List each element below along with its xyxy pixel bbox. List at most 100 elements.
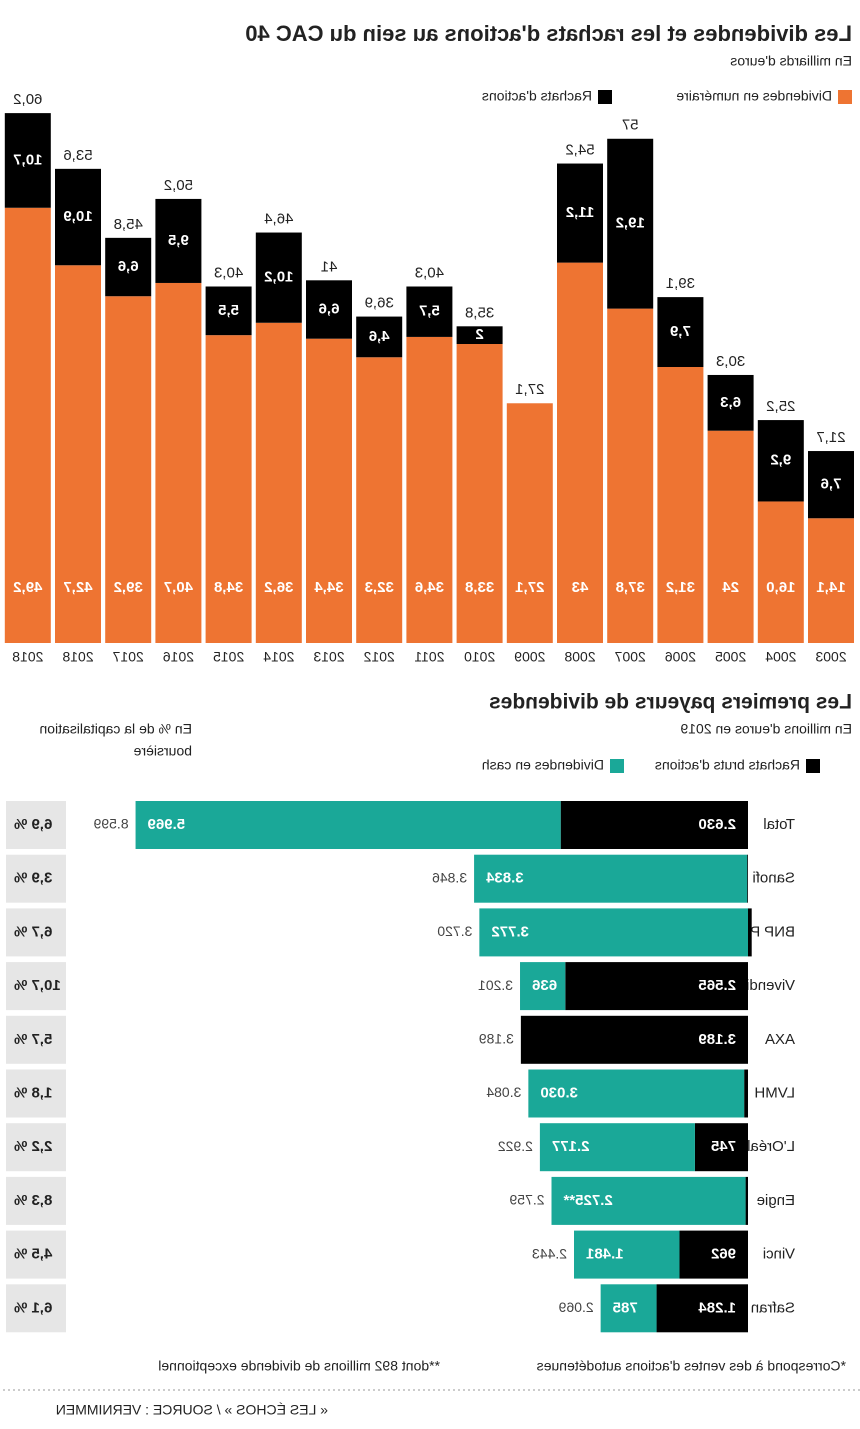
bar-segment: [55, 168, 101, 266]
x-tick-label: 2012: [363, 649, 394, 665]
value-label: 10,2: [264, 269, 293, 286]
total-label: 3.846: [432, 869, 467, 885]
x-tick-label: 2015: [213, 649, 244, 665]
total-label: 3.084: [486, 1084, 521, 1100]
value-label: 785: [613, 1299, 638, 1316]
bar-segment: [656, 1284, 748, 1333]
value-label: 4,6: [369, 328, 390, 345]
x-tick-label: 2016: [163, 649, 194, 665]
total-label: 40,3: [214, 264, 243, 281]
share-label: 3,9 %: [14, 870, 52, 887]
bar-segment: [356, 316, 403, 358]
value-label: 3.834: [485, 870, 523, 887]
total-label: 21,7: [816, 429, 845, 446]
x-tick-label: 2013: [313, 649, 344, 665]
value-label: 6,6: [319, 300, 340, 317]
value-label: 16,0: [766, 579, 795, 596]
bar-segment: [456, 344, 503, 643]
value-label: 5.969: [148, 816, 186, 833]
bar-segment: [808, 518, 854, 643]
value-label: 34,8: [214, 579, 243, 596]
value-label: 9,5: [168, 232, 189, 249]
value-label: 31,2: [666, 579, 695, 596]
value-label: 43: [572, 579, 589, 596]
total-label: 27,1: [515, 381, 544, 398]
bar-segment: [55, 265, 101, 643]
bar-segment: [406, 286, 453, 337]
value-label: 2: [475, 326, 483, 343]
total-label: 39,1: [666, 275, 695, 292]
bar-segment: [520, 962, 566, 1011]
total-label: 25,2: [766, 398, 795, 415]
bar-segment: [255, 322, 302, 643]
x-tick-label: 2011: [414, 649, 444, 665]
x-tick-label: 2017: [112, 649, 143, 665]
total-label: 50,2: [164, 177, 193, 194]
x-tick-label: 2010: [464, 649, 495, 665]
category-label: Engie: [757, 1192, 795, 1209]
value-label: 7,9: [670, 323, 691, 340]
total-label: 2.069: [558, 1299, 593, 1315]
share-label: 10,7 %: [14, 977, 61, 994]
value-label: 2.565: [698, 977, 736, 994]
share-box: [6, 1069, 66, 1118]
x-tick-label: 2018: [12, 649, 43, 665]
chart-title: Les dividendes et les rachats d'actions …: [245, 21, 852, 46]
value-label: 39,2: [114, 579, 143, 596]
footnote: **dont 892 millions de dividende excepti…: [158, 1358, 440, 1374]
bar-segment: [574, 1230, 680, 1279]
value-label: 19,2: [616, 215, 645, 232]
category-label: L'Oréal: [747, 1138, 795, 1155]
value-label: 11,2: [566, 204, 594, 221]
bar-segment: [560, 801, 748, 849]
value-label: 33,8: [465, 579, 494, 596]
x-tick-label: 2018: [62, 649, 93, 665]
value-label: 3.030: [540, 1084, 578, 1101]
footnote: *Correspond à des ventes d'actions autod…: [537, 1358, 846, 1374]
bar-segment: [747, 854, 748, 903]
total-label: 3.189: [479, 1031, 514, 1047]
value-label: 7,6: [821, 476, 842, 493]
share-box: [6, 1284, 66, 1333]
source: « LES ÉCHOS » / SOURCE : VERNIMMEN: [56, 1402, 328, 1418]
bar-segment: [748, 908, 752, 957]
value-label: 2.725**: [563, 1192, 612, 1209]
total-label: 57: [622, 117, 639, 134]
bar-segment: [707, 430, 754, 643]
bar-segment: [105, 237, 152, 297]
total-label: 2.759: [509, 1192, 544, 1208]
value-label: 14,1: [816, 579, 845, 596]
bar-segment: [757, 501, 804, 643]
total-label: 3.201: [478, 977, 513, 993]
value-label: 27,1: [515, 579, 544, 596]
bar-segment: [356, 357, 403, 643]
bar-segment: [135, 801, 561, 849]
x-tick-label: 2007: [614, 649, 645, 665]
value-label: 10,7: [13, 151, 42, 168]
share-label: 6,1 %: [14, 1299, 52, 1316]
bar-segment: [565, 962, 748, 1011]
value-label: 2.630: [698, 816, 736, 833]
total-label: 41: [321, 258, 338, 275]
value-label: 745: [711, 1138, 736, 1155]
bar-segment: [539, 1123, 695, 1172]
bar-segment: [255, 232, 302, 323]
total-label: 8.599: [93, 816, 128, 832]
share-box: [6, 908, 66, 957]
share-box: [6, 801, 66, 849]
bar-segment: [657, 367, 704, 643]
legend-label: Rachats bruts d'actions: [655, 757, 800, 773]
bar-segment: [600, 1284, 657, 1333]
bar-segment: [406, 336, 453, 643]
category-label: Vivendi: [746, 977, 795, 994]
bar-segment: [155, 198, 202, 283]
category-label: LVMH: [754, 1084, 795, 1101]
x-tick-label: 2014: [263, 649, 294, 665]
category-label: Safran: [751, 1299, 795, 1316]
bar-segment: [607, 308, 654, 643]
bar-segment: [474, 854, 748, 903]
bar-segment: [557, 262, 603, 643]
total-label: 36,9: [365, 295, 394, 312]
